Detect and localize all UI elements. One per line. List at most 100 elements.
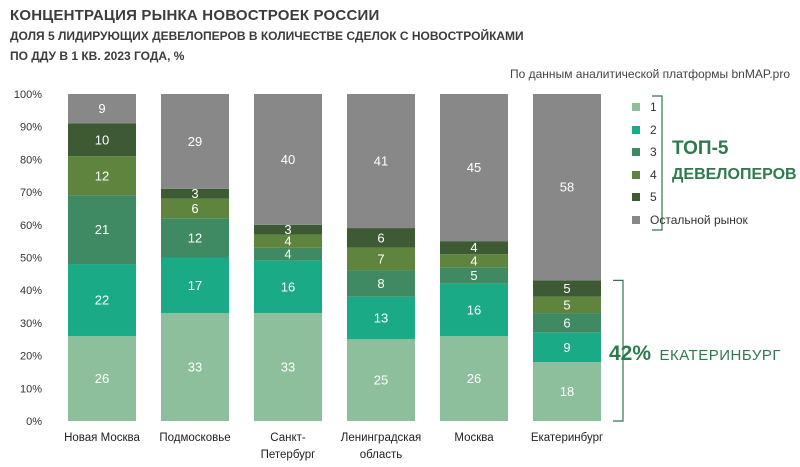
bar-segment — [347, 339, 415, 421]
bar-segment — [347, 228, 415, 248]
x-category-label: Новая Москва — [64, 432, 140, 444]
x-category-label: Подмосковье — [159, 432, 230, 444]
legend-item: 4 — [632, 164, 748, 187]
legend: 1 2 3 4 5 Остальной рынок — [632, 96, 748, 231]
legend-item: 2 — [632, 119, 748, 142]
legend-label: 2 — [650, 122, 657, 137]
y-tick-label: 30% — [20, 318, 42, 330]
data-label: 16 — [467, 302, 481, 317]
bar-segment — [254, 260, 322, 314]
data-label: 4 — [470, 253, 477, 268]
legend-swatch — [632, 148, 640, 157]
data-label: 45 — [467, 160, 481, 175]
data-label: 29 — [188, 134, 202, 149]
legend-label: 1 — [650, 100, 657, 115]
x-category-label: область — [360, 449, 403, 461]
data-label: 58 — [560, 180, 574, 195]
data-label: 26 — [95, 371, 109, 386]
x-category-label: Петербург — [261, 449, 316, 461]
data-label: 33 — [281, 360, 295, 375]
bar-segment — [440, 335, 508, 421]
data-label: 7 — [377, 252, 384, 267]
data-label: 9 — [563, 340, 570, 355]
bar-segment — [161, 94, 229, 189]
bar-segment — [440, 94, 508, 242]
legend-item: 5 — [632, 186, 748, 209]
y-tick-label: 50% — [20, 253, 42, 265]
legend-label: 4 — [650, 167, 657, 182]
data-label: 18 — [560, 384, 574, 399]
legend-label: Остальной рынок — [650, 212, 748, 227]
y-tick-label: 40% — [20, 285, 42, 297]
data-label: 3 — [191, 186, 198, 201]
legend-swatch — [632, 193, 640, 202]
y-tick-label: 100% — [14, 89, 42, 101]
y-tick-label: 70% — [20, 187, 42, 199]
bar-segment — [254, 313, 322, 421]
top5-label: ТОП-5 ДЕВЕЛОПЕРОВ — [672, 136, 797, 188]
data-label: 8 — [377, 276, 384, 291]
data-label: 12 — [95, 168, 109, 183]
data-label: 21 — [95, 222, 109, 237]
bar-segment — [533, 313, 601, 333]
legend-swatch — [632, 125, 640, 134]
legend-item: 3 — [632, 141, 748, 164]
data-label: 33 — [188, 360, 202, 375]
data-label: 6 — [377, 230, 384, 245]
x-category-label: Москва — [454, 432, 494, 444]
bar-segment — [161, 257, 229, 314]
data-label: 9 — [98, 101, 105, 116]
bar-segment — [254, 94, 322, 225]
bar-segment — [68, 335, 136, 421]
x-category-label: Санкт- — [270, 432, 306, 444]
legend-label: 3 — [650, 145, 657, 160]
source-note: По данным аналитической платформы bnMAP.… — [510, 67, 790, 81]
chart-subtitle-line1: ДОЛЯ 5 ЛИДИРУЮЩИХ ДЕВЕЛОПЕРОВ В КОЛИЧЕСТ… — [10, 29, 524, 43]
bar-segment — [68, 94, 136, 124]
data-label: 16 — [281, 279, 295, 294]
data-label: 26 — [467, 371, 481, 386]
legend-label: 5 — [650, 190, 657, 205]
bar-segment — [440, 283, 508, 336]
bar-segment — [68, 264, 136, 336]
bar-segment — [254, 247, 322, 261]
bar-segment — [347, 296, 415, 340]
bar-segment — [254, 234, 322, 248]
bar-segment — [347, 247, 415, 271]
chart-title: КОНЦЕНТРАЦИЯ РЫНКА НОВОСТРОЕК РОССИИ — [10, 7, 380, 24]
data-label: 3 — [284, 222, 291, 237]
y-tick-label: 0% — [26, 416, 42, 428]
data-label: 4 — [284, 247, 291, 262]
bar-segment — [161, 313, 229, 421]
top5-label-line2: ДЕВЕЛОПЕРОВ — [672, 166, 797, 183]
bar-segment — [533, 280, 601, 297]
x-category-label: Екатеринбург — [531, 432, 603, 444]
bar-segment — [533, 332, 601, 363]
data-label: 4 — [470, 240, 477, 255]
data-label: 40 — [281, 152, 295, 167]
bar-segment — [254, 224, 322, 235]
bar-segment — [440, 267, 508, 284]
y-tick-label: 60% — [20, 220, 42, 232]
legend-swatch — [632, 215, 640, 224]
data-label: 6 — [191, 201, 198, 216]
data-label: 17 — [188, 278, 202, 293]
bar-segment — [68, 123, 136, 157]
bar-segment — [347, 270, 415, 297]
ekaterinburg-callout: 42% ЕКАТЕРИНБУРГ — [609, 342, 781, 366]
bar-segment — [161, 218, 229, 258]
legend-swatch — [632, 103, 640, 112]
bar-segment — [347, 94, 415, 229]
data-label: 25 — [374, 373, 388, 388]
data-label: 5 — [563, 281, 570, 296]
legend-item: 1 — [632, 96, 748, 119]
title-block: КОНЦЕНТРАЦИЯ РЫНКА НОВОСТРОЕК РОССИИ ДОЛ… — [10, 6, 524, 66]
data-label: 6 — [563, 315, 570, 330]
data-label: 4 — [284, 234, 291, 249]
bar-segment — [533, 362, 601, 421]
data-label: 22 — [95, 293, 109, 308]
data-label: 12 — [188, 230, 202, 245]
data-label: 41 — [374, 154, 388, 169]
bar-segment — [68, 156, 136, 196]
